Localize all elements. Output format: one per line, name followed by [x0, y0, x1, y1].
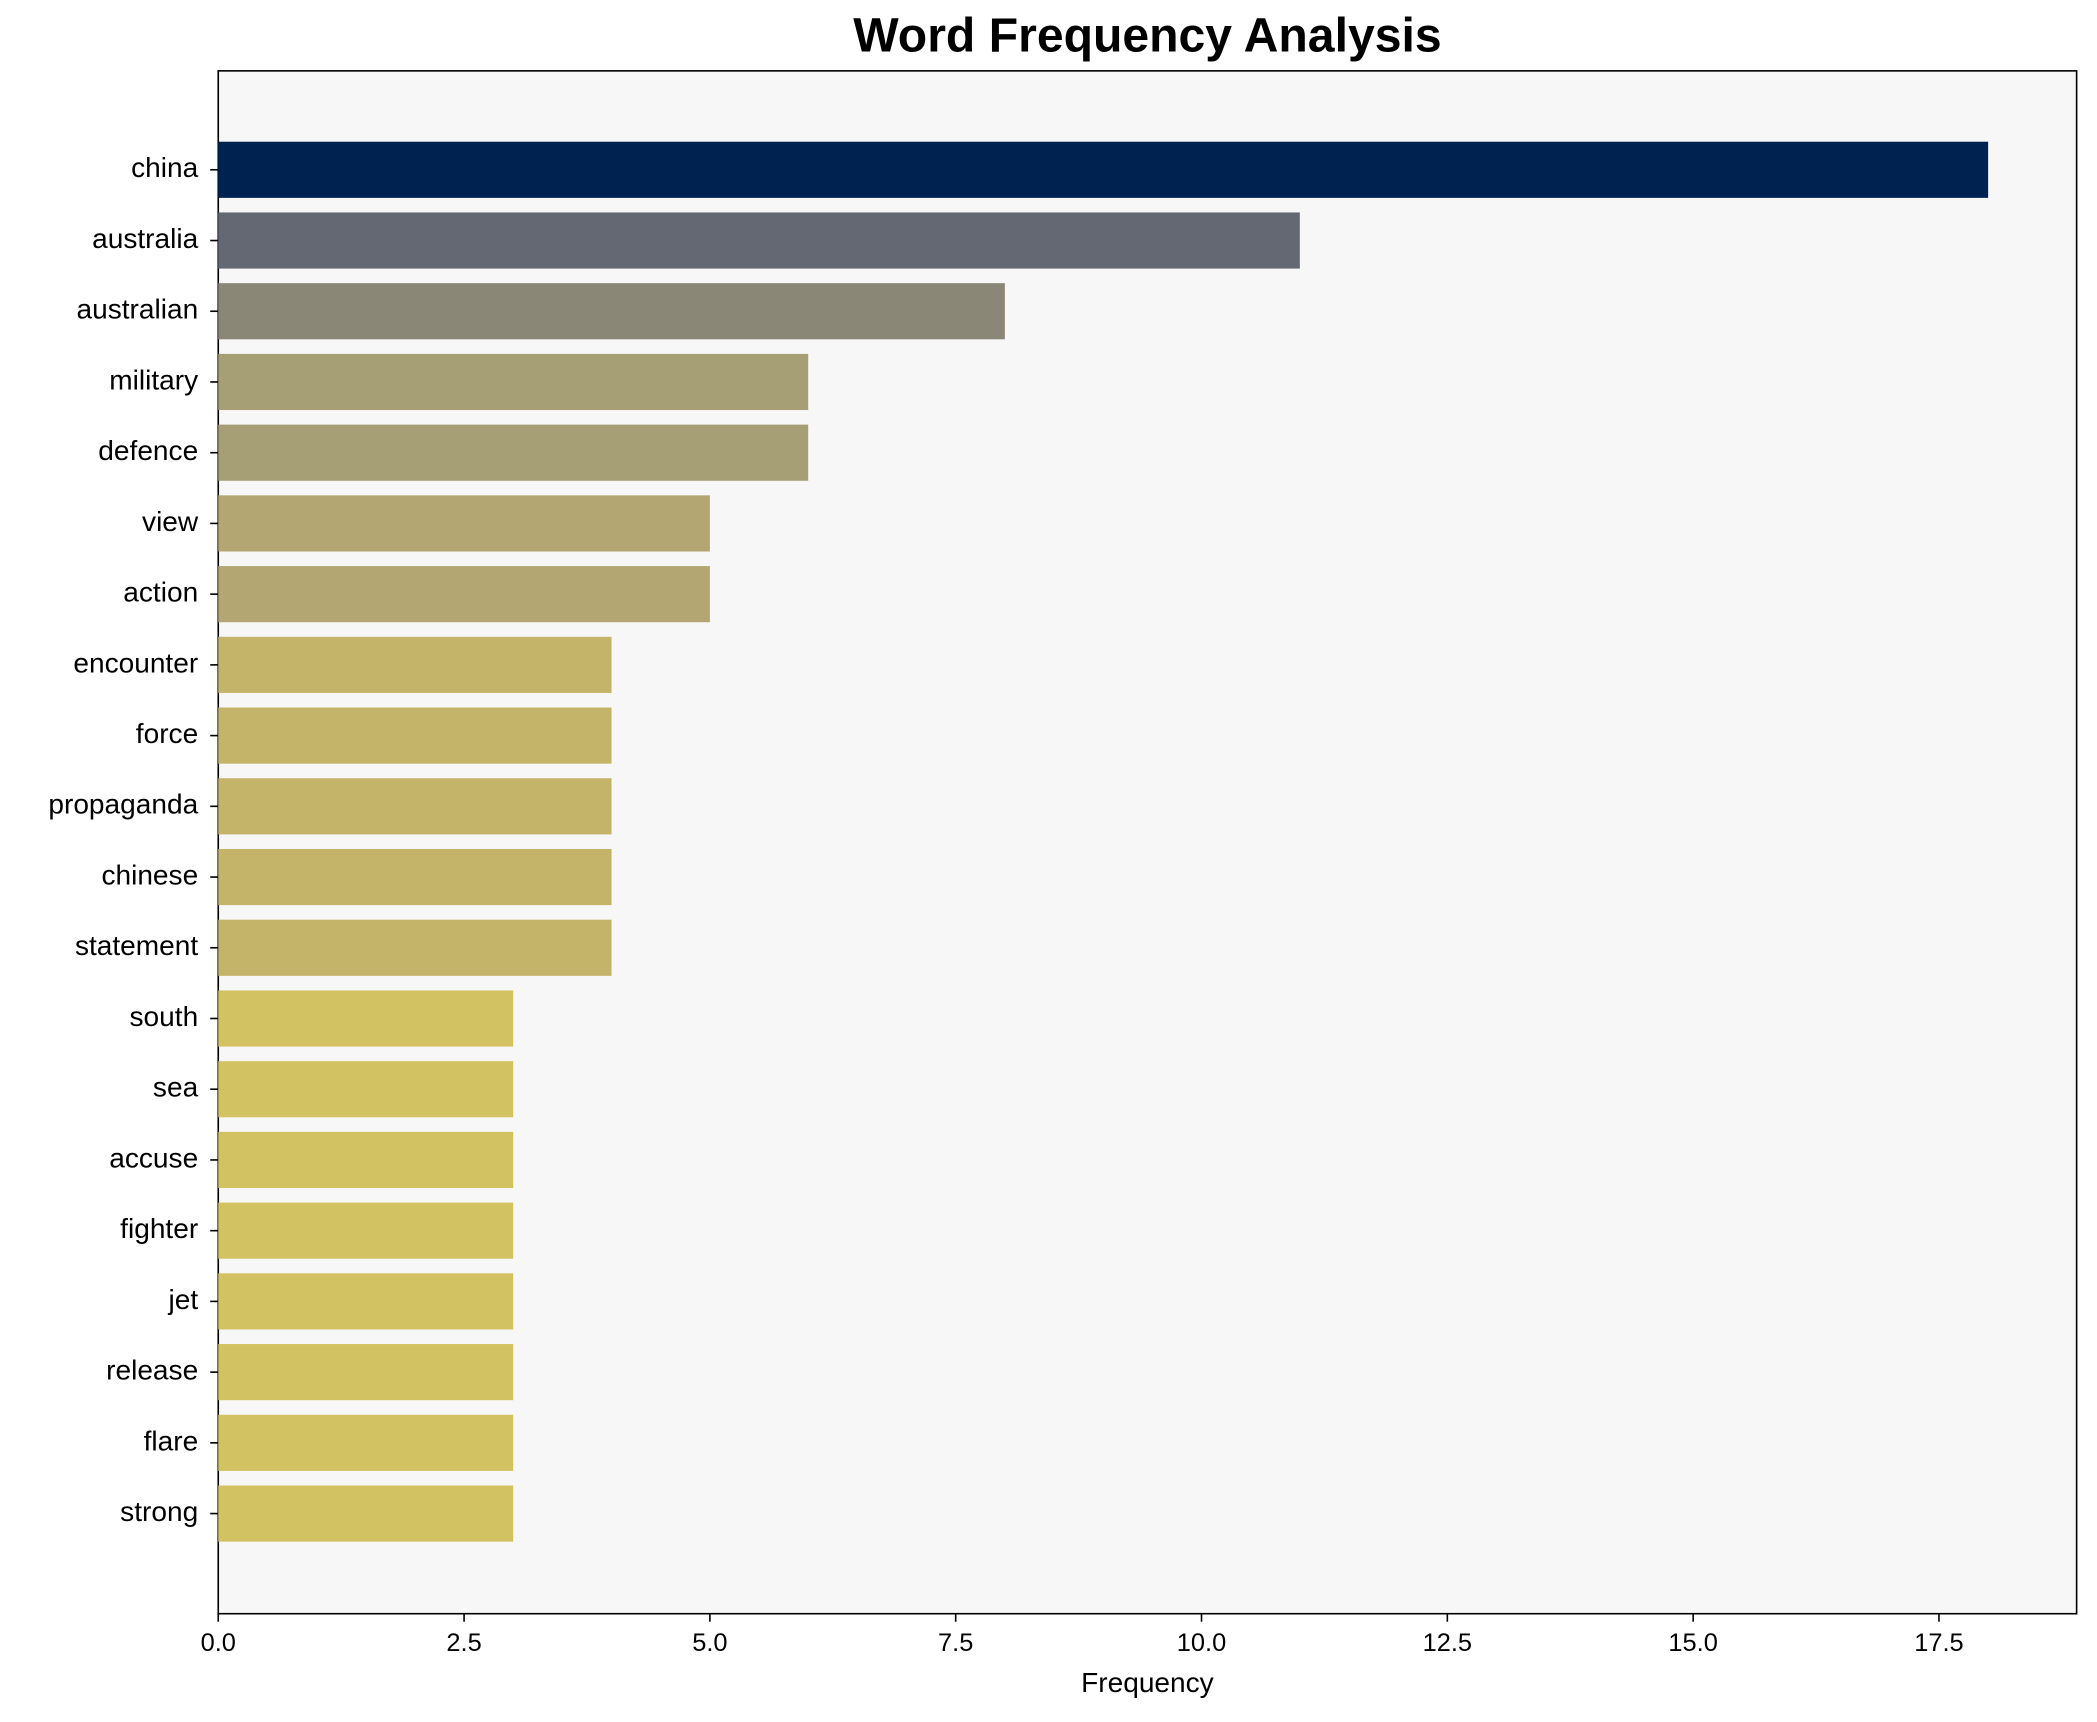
- x-tick-label: 2.5: [446, 1629, 481, 1657]
- bar: [218, 566, 710, 623]
- y-tick-label: release: [106, 1355, 198, 1386]
- x-tick-label: 7.5: [938, 1629, 973, 1657]
- bar: [218, 1485, 514, 1542]
- bar: [218, 990, 514, 1047]
- bar: [218, 495, 710, 552]
- bar: [218, 1131, 514, 1189]
- x-tick-label: 17.5: [1914, 1629, 1963, 1657]
- x-tick-label: 10.0: [1177, 1629, 1226, 1657]
- bar: [218, 212, 1300, 269]
- bar: [218, 1202, 514, 1259]
- bar: [218, 1273, 514, 1330]
- bar: [218, 141, 1989, 198]
- y-tick-label: jet: [168, 1284, 199, 1315]
- bar: [218, 1344, 514, 1401]
- y-tick-label: encounter: [73, 647, 198, 678]
- bar: [218, 778, 612, 835]
- x-tick-label: 15.0: [1668, 1629, 1717, 1657]
- y-tick-label: chinese: [101, 859, 198, 890]
- y-tick-label: sea: [153, 1072, 199, 1103]
- y-tick-label: force: [136, 718, 198, 749]
- bar: [218, 707, 612, 764]
- y-tick-label: accuse: [109, 1142, 198, 1173]
- y-tick-label: propaganda: [48, 789, 198, 820]
- bar: [218, 848, 612, 906]
- chart-title: Word Frequency Analysis: [853, 8, 1441, 62]
- x-axis-label: Frequency: [1081, 1667, 1214, 1698]
- bar: [218, 283, 1005, 340]
- y-tick-label: flare: [144, 1425, 199, 1456]
- y-tick-label: action: [123, 577, 198, 608]
- y-tick-label: strong: [120, 1496, 198, 1527]
- x-tick-label: 5.0: [692, 1629, 727, 1657]
- y-tick-label: military: [109, 364, 198, 395]
- bar: [218, 353, 809, 411]
- y-tick-label: australia: [92, 223, 198, 254]
- bar: [218, 919, 612, 976]
- y-tick-label: china: [131, 152, 198, 183]
- y-tick-label: australian: [77, 294, 199, 325]
- y-tick-label: fighter: [120, 1213, 198, 1244]
- y-tick-label: defence: [98, 435, 198, 466]
- x-tick-label: 0.0: [201, 1629, 236, 1657]
- bar: [218, 424, 809, 481]
- x-tick-label: 12.5: [1423, 1629, 1472, 1657]
- bar: [218, 1061, 514, 1118]
- y-tick-label: statement: [75, 930, 198, 961]
- y-tick-label: view: [142, 506, 199, 537]
- y-tick-label: south: [130, 1001, 199, 1032]
- bar: [218, 1414, 514, 1471]
- bar: [218, 636, 612, 693]
